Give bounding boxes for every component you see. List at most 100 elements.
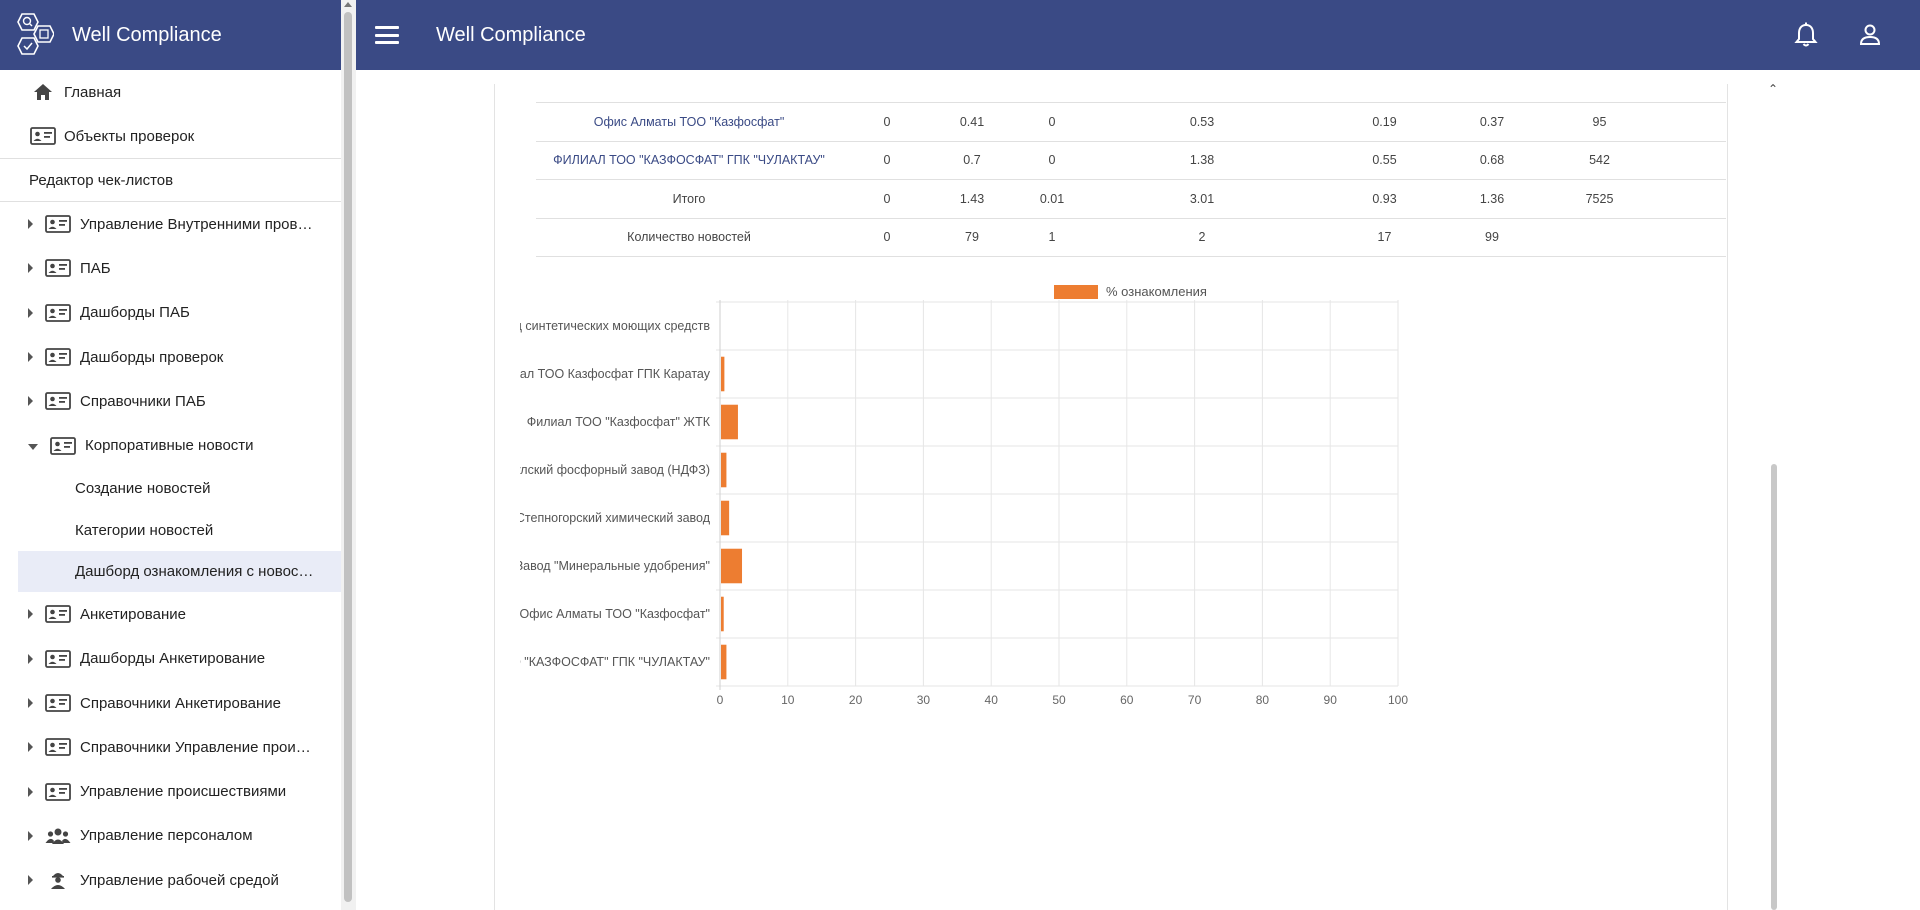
- sidebar-subitem-create-news[interactable]: Создание новостей: [75, 480, 211, 498]
- bar[interactable]: [721, 548, 743, 584]
- scroll-up-arrow-icon[interactable]: [344, 2, 352, 7]
- sidebar-scrollbar-thumb[interactable]: [344, 12, 352, 902]
- table-row: ФИЛИАЛ ТОО "КАЗФОСФАТ" ГПК "ЧУЛАКТАУ" 0 …: [536, 141, 1726, 180]
- sidebar-group-incidents[interactable]: Управление происшествиями: [0, 769, 341, 813]
- logo-icon: [8, 12, 54, 58]
- table-cell: 0.01: [1012, 179, 1092, 219]
- caret-right-icon: [28, 307, 33, 318]
- home-icon: [34, 84, 52, 100]
- sidebar-group-incident-references[interactable]: Справочники Управление прои…: [0, 725, 341, 769]
- table-cell: 0.19: [1312, 102, 1457, 142]
- sidebar-item-label: Дашборды проверок: [80, 348, 224, 366]
- x-tick-label: 0: [717, 693, 724, 707]
- bar[interactable]: [721, 452, 727, 488]
- table-cell-name[interactable]: Офис Алматы ТОО "Казфосфат": [536, 102, 842, 142]
- sidebar-item-label: Управление рабочей средой: [80, 871, 279, 889]
- app-title: Well Compliance: [72, 23, 222, 46]
- bar[interactable]: [721, 404, 738, 440]
- y-tick-label: Новоджамбулский фосфорный завод (НДФЗ): [520, 463, 710, 477]
- table-cell-name[interactable]: ФИЛИАЛ ТОО "КАЗФОСФАТ" ГПК "ЧУЛАКТАУ": [536, 141, 842, 180]
- table-cell: 0.7: [932, 141, 1012, 180]
- page-scrollbar[interactable]: ⌃: [1767, 82, 1781, 910]
- caret-right-icon: [28, 653, 33, 664]
- table-cell: 0: [842, 218, 932, 257]
- card-icon: [45, 738, 71, 757]
- table-cell: 1.43: [932, 179, 1012, 219]
- sidebar-subitem-news-dashboard[interactable]: Дашборд ознакомления с новос…: [18, 550, 341, 593]
- sidebar-section-checklist-editor[interactable]: Редактор чек-листов: [0, 158, 341, 202]
- table-cell: 7525: [1527, 179, 1672, 219]
- bar[interactable]: [721, 356, 725, 392]
- sidebar-group-survey-dashboards[interactable]: Дашборды Анкетирование: [0, 637, 341, 681]
- page-scrollbar-thumb[interactable]: [1771, 464, 1777, 910]
- main-content: Офис Алматы ТОО "Казфосфат" 0 0.41 0 0.5…: [356, 70, 1920, 910]
- table-cell: 1: [1012, 218, 1092, 257]
- table-cell: [1527, 218, 1672, 257]
- bar[interactable]: [721, 500, 730, 536]
- table-cell: 0.55: [1312, 141, 1457, 180]
- sidebar-item-label: Корпоративные новости: [85, 437, 254, 455]
- card-icon: [45, 303, 71, 322]
- bar-chart: 0102030405060708090100Администрация ТОО …: [520, 300, 1408, 707]
- sidebar-item-label: Главная: [64, 83, 122, 101]
- card-icon: [45, 694, 71, 712]
- worker-icon: [51, 873, 65, 890]
- table-cell-name: Количество новостей: [536, 218, 842, 257]
- sidebar-menu: Главная Объекты проверок Редактор чек-ли…: [0, 70, 341, 902]
- chart-legend[interactable]: % ознакомления: [1054, 284, 1207, 299]
- sidebar-group-work-environment[interactable]: Управление рабочей средой: [0, 858, 341, 902]
- card-icon: [30, 127, 56, 145]
- caret-right-icon: [28, 698, 33, 709]
- bar[interactable]: [721, 644, 727, 680]
- x-tick-label: 40: [985, 693, 999, 707]
- sidebar-item-label: Анкетирование: [80, 605, 186, 623]
- bar[interactable]: [721, 596, 724, 632]
- y-tick-label: Филиал ТОО Казфосфат ГПК Каратау: [520, 367, 711, 381]
- x-tick-label: 20: [849, 693, 863, 707]
- table-cell-name: Итого: [536, 179, 842, 219]
- x-tick-label: 100: [1388, 693, 1408, 707]
- sidebar-group-pab-references[interactable]: Справочники ПАБ: [0, 379, 341, 423]
- table-cell: 0.93: [1312, 179, 1457, 219]
- sidebar-group-pab[interactable]: ПАБ: [0, 246, 341, 290]
- x-tick-label: 10: [781, 693, 795, 707]
- dashboard-panel: [494, 84, 1728, 910]
- x-tick-label: 70: [1188, 693, 1202, 707]
- caret-down-icon: [28, 444, 38, 451]
- table-cell: 0.37: [1457, 102, 1527, 142]
- card-icon: [50, 436, 76, 455]
- sidebar-item-label: Управление происшествиями: [80, 783, 287, 801]
- sidebar-group-surveys[interactable]: Анкетирование: [0, 592, 341, 636]
- sidebar-item-label: ПАБ: [80, 259, 111, 277]
- sidebar-subitem-news-categories[interactable]: Категории новостей: [75, 521, 214, 539]
- caret-right-icon: [28, 830, 33, 841]
- sidebar-item-home[interactable]: Главная: [0, 70, 341, 114]
- card-icon: [45, 348, 71, 366]
- sidebar-group-survey-references[interactable]: Справочники Анкетирование: [0, 681, 341, 725]
- table-cell: 0.41: [932, 102, 1012, 142]
- caret-right-icon: [28, 219, 33, 230]
- bell-icon[interactable]: [1794, 22, 1818, 48]
- table-row: Количество новостей 0 79 1 2 17 99: [536, 218, 1726, 257]
- stats-table: Офис Алматы ТОО "Казфосфат" 0 0.41 0 0.5…: [536, 102, 1726, 257]
- table-cell: 0: [842, 179, 932, 219]
- table-cell: [1672, 141, 1726, 180]
- sidebar-group-inspection-dashboards[interactable]: Дашборды проверок: [0, 335, 341, 379]
- user-icon[interactable]: [1858, 22, 1882, 48]
- sidebar-item-label: Справочники ПАБ: [80, 392, 206, 410]
- table-cell: 0: [842, 102, 932, 142]
- caret-right-icon: [28, 742, 33, 753]
- sidebar-group-internal-audits[interactable]: Управление Внутренними пров…: [0, 202, 341, 246]
- sidebar-item-label: Объекты проверок: [64, 127, 195, 145]
- sidebar-group-personnel[interactable]: Управление персоналом: [0, 814, 341, 858]
- sidebar-item-label: Дашборды Анкетирование: [80, 650, 266, 668]
- menu-icon[interactable]: [375, 26, 399, 44]
- sidebar-group-pab-dashboards[interactable]: Дашборды ПАБ: [0, 291, 341, 335]
- table-cell: 0: [1012, 102, 1092, 142]
- sidebar-item-label: Управление Внутренними пров…: [80, 215, 313, 233]
- scroll-up-icon[interactable]: ⌃: [1768, 82, 1779, 96]
- y-tick-label: ФИЛИАЛ ТОО "КАЗФОСФАТ" ГПК "ЧУЛАКТАУ": [520, 655, 710, 669]
- sidebar-scrollbar[interactable]: [341, 0, 356, 910]
- sidebar-item-inspection-objects[interactable]: Объекты проверок: [0, 114, 341, 158]
- sidebar-group-corporate-news[interactable]: Корпоративные новости: [0, 423, 341, 467]
